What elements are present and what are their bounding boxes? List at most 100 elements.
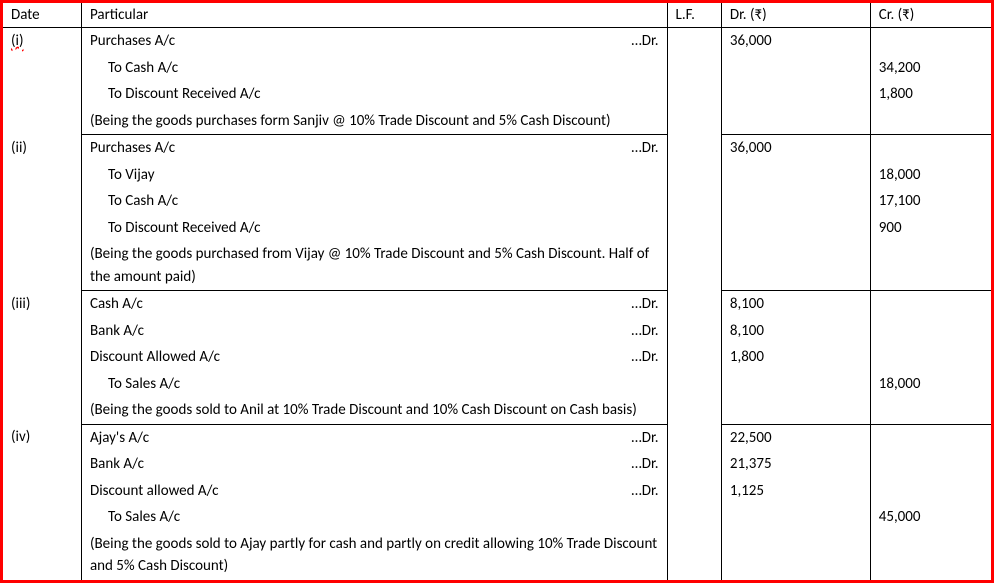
lf-cell — [667, 531, 721, 580]
table-row: (Being the goods purchased from Vijay @ … — [3, 241, 991, 291]
narration-text: (Being the goods purchased from Vijay @ … — [90, 243, 659, 288]
date-cell — [3, 371, 81, 398]
account-name: To Discount Received A/c — [90, 83, 659, 106]
cr-cell — [870, 344, 991, 371]
date-cell — [3, 241, 81, 291]
date-cell: (iv) — [3, 424, 81, 451]
dr-suffix: …Dr. — [631, 320, 658, 343]
dr-cell — [721, 371, 870, 398]
lf-cell — [667, 55, 721, 82]
lf-cell — [667, 188, 721, 215]
lf-cell — [667, 424, 721, 451]
date-cell — [3, 215, 81, 242]
particular-cell: To Vijay — [81, 162, 667, 189]
date-cell — [3, 344, 81, 371]
dr-suffix: …Dr. — [631, 480, 658, 503]
header-lf: L.F. — [667, 3, 721, 28]
account-name: Bank A/c — [90, 453, 631, 476]
lf-cell — [667, 135, 721, 162]
narration-text: (Being the goods sold to Ajay partly for… — [90, 533, 659, 578]
dr-cell — [721, 241, 870, 291]
header-row: Date Particular L.F. Dr. (₹) Cr. (₹) — [3, 3, 991, 28]
table-row: (Being the goods sold to Anil at 10% Tra… — [3, 397, 991, 424]
account-name: Ajay's A/c — [90, 427, 631, 450]
dr-cell — [721, 55, 870, 82]
dr-cell — [721, 108, 870, 135]
particular-cell: Discount Allowed A/c…Dr. — [81, 344, 667, 371]
lf-cell — [667, 371, 721, 398]
particular-cell: Discount allowed A/c…Dr. — [81, 478, 667, 505]
cr-cell — [870, 451, 991, 478]
dr-cell: 21,375 — [721, 451, 870, 478]
cr-cell: 18,000 — [870, 162, 991, 189]
lf-cell — [667, 451, 721, 478]
particular-cell: Bank A/c…Dr. — [81, 451, 667, 478]
header-cr: Cr. (₹) — [870, 3, 991, 28]
lf-cell — [667, 28, 721, 55]
particular-cell: Bank A/c…Dr. — [81, 318, 667, 345]
date-cell — [3, 504, 81, 531]
dr-cell: 8,100 — [721, 318, 870, 345]
account-name: To Discount Received A/c — [90, 217, 659, 240]
lf-cell — [667, 108, 721, 135]
lf-cell — [667, 81, 721, 108]
date-cell — [3, 451, 81, 478]
cr-cell: 17,100 — [870, 188, 991, 215]
cr-cell: 900 — [870, 215, 991, 242]
table-row: (i)Purchases A/c…Dr.36,000 — [3, 28, 991, 55]
account-name: To Cash A/c — [90, 57, 659, 80]
table-row: Discount Allowed A/c…Dr.1,800 — [3, 344, 991, 371]
table-row: To Cash A/c 17,100 — [3, 188, 991, 215]
header-dr: Dr. (₹) — [721, 3, 870, 28]
table-row: Bank A/c…Dr. 8,100 — [3, 318, 991, 345]
table-row: Bank A/c…Dr. 21,375 — [3, 451, 991, 478]
narration-text: (Being the goods sold to Anil at 10% Tra… — [90, 399, 659, 422]
lf-cell — [667, 215, 721, 242]
table-row: To Discount Received A/c 1,800 — [3, 81, 991, 108]
dr-cell: 22,500 — [721, 424, 870, 451]
particular-cell: (Being the goods purchases form Sanjiv @… — [81, 108, 667, 135]
dr-cell — [721, 397, 870, 424]
table-row: To Sales A/c 18,000 — [3, 371, 991, 398]
table-row: (iv) Ajay's A/c…Dr. 22,500 — [3, 424, 991, 451]
particular-cell: To Cash A/c — [81, 188, 667, 215]
account-name: Purchases A/c — [90, 137, 631, 160]
account-name: Purchases A/c — [90, 30, 631, 53]
dr-cell — [721, 504, 870, 531]
cr-cell — [870, 424, 991, 451]
account-name: Bank A/c — [90, 320, 631, 343]
cr-cell — [870, 108, 991, 135]
account-name: To Sales A/c — [90, 506, 659, 529]
cr-cell — [870, 135, 991, 162]
dr-suffix: …Dr. — [631, 427, 658, 450]
account-name: To Cash A/c — [90, 190, 659, 213]
cr-cell — [870, 28, 991, 55]
table-row: To Discount Received A/c 900 — [3, 215, 991, 242]
particular-cell: (Being the goods purchased from Vijay @ … — [81, 241, 667, 291]
date-cell — [3, 108, 81, 135]
header-date: Date — [3, 3, 81, 28]
particular-cell: To Sales A/c — [81, 504, 667, 531]
cr-cell — [870, 397, 991, 424]
lf-cell — [667, 162, 721, 189]
dr-cell — [721, 81, 870, 108]
dr-suffix: …Dr. — [631, 293, 658, 316]
lf-cell — [667, 504, 721, 531]
table-row: To Vijay 18,000 — [3, 162, 991, 189]
particular-cell: (Being the goods sold to Anil at 10% Tra… — [81, 397, 667, 424]
cr-cell: 1,800 — [870, 81, 991, 108]
dr-cell: 36,000 — [721, 28, 870, 55]
journal-table-container: Date Particular L.F. Dr. (₹) Cr. (₹) (i)… — [0, 0, 994, 583]
cr-cell — [870, 318, 991, 345]
cr-cell: 18,000 — [870, 371, 991, 398]
particular-cell: Cash A/c…Dr. — [81, 291, 667, 318]
account-name: To Sales A/c — [90, 373, 659, 396]
table-row: (Being the goods purchases form Sanjiv @… — [3, 108, 991, 135]
narration-text: (Being the goods purchases form Sanjiv @… — [90, 110, 659, 133]
date-cell — [3, 162, 81, 189]
date-cell — [3, 81, 81, 108]
account-name: Discount Allowed A/c — [90, 346, 631, 369]
particular-cell: Purchases A/c…Dr. — [81, 28, 667, 55]
dr-cell: 8,100 — [721, 291, 870, 318]
date-cell — [3, 397, 81, 424]
